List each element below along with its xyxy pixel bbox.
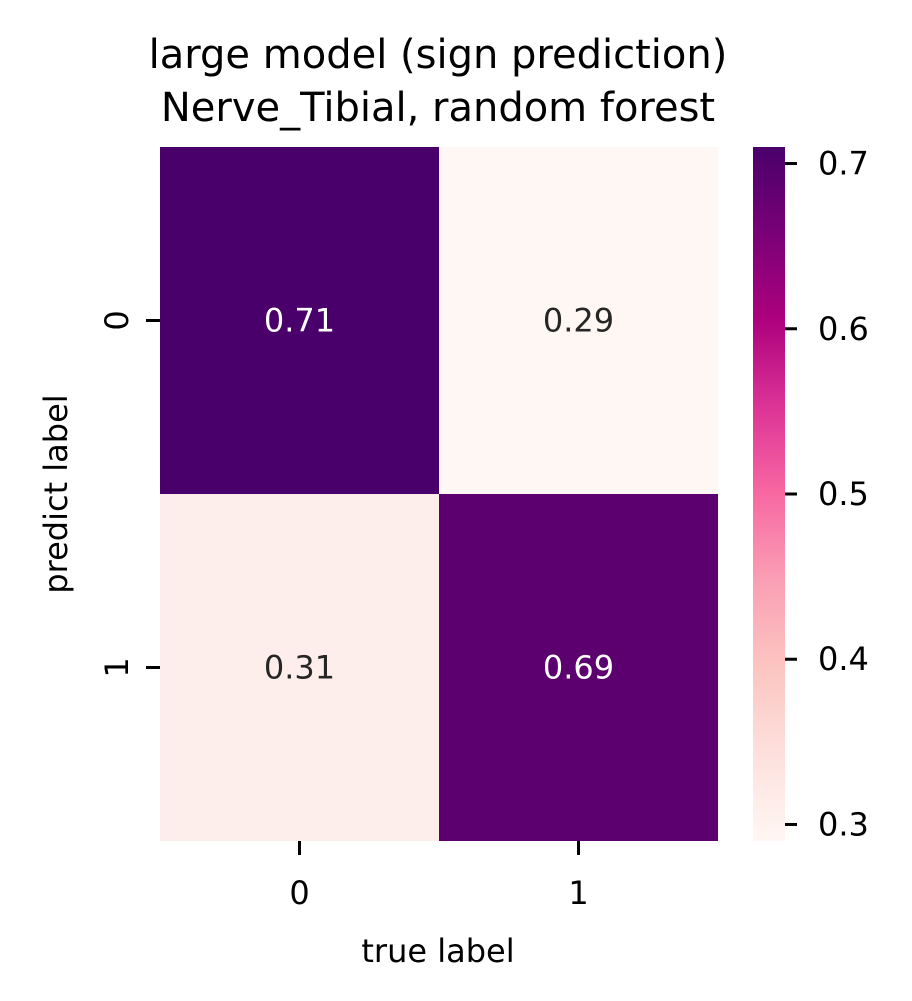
heatmap-cell: [439, 494, 718, 841]
cell-value-label: 0.31: [264, 649, 335, 687]
chart-title-line-1: large model (sign prediction): [149, 32, 728, 78]
colorbar-tick-label: 0.7: [818, 145, 869, 183]
heatmap-cells: [160, 147, 718, 841]
cell-value-label: 0.69: [543, 649, 614, 687]
heatmap-cell-labels: 0.71 0.29 0.31 0.69: [264, 302, 614, 687]
heatmap-cell: [160, 147, 439, 494]
colorbar-tick-label: 0.6: [818, 310, 869, 348]
colorbar-tick-label: 0.3: [818, 805, 869, 843]
colorbar-tick-label: 0.5: [818, 475, 869, 513]
cell-value-label: 0.29: [543, 302, 614, 340]
colorbar: [753, 147, 785, 841]
y-axis-label: predict label: [37, 394, 75, 593]
colorbar-tick-label: 0.4: [818, 640, 869, 678]
x-axis-label: true label: [361, 932, 514, 970]
heatmap-cell: [160, 494, 439, 841]
colorbar-ticks: 0.3 0.4 0.5 0.6 0.7: [785, 145, 869, 843]
y-tick-label: 0: [98, 310, 136, 330]
y-axis-ticks: 01: [98, 310, 160, 678]
heatmap-cell: [439, 147, 718, 494]
chart-title-line-2: Nerve_Tibial, random forest: [161, 85, 715, 131]
x-tick-label: 0: [289, 874, 309, 912]
y-tick-label: 1: [98, 657, 136, 677]
cell-value-label: 0.71: [264, 302, 335, 340]
x-tick-label: 1: [568, 874, 588, 912]
